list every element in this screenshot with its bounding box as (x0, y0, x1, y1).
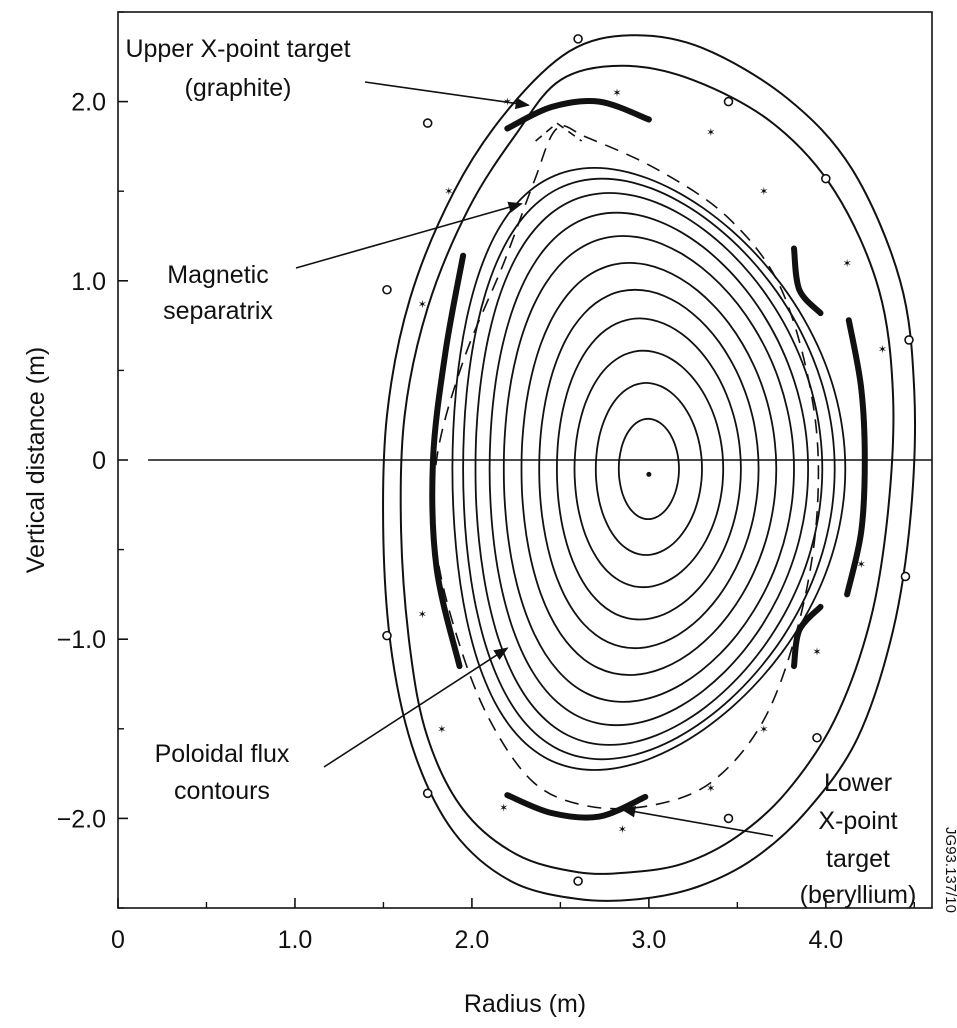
flux-contour-line (555, 317, 742, 621)
annotation-label: (graphite) (185, 74, 292, 102)
y-tick-label: 2.0 (71, 89, 106, 117)
flux-contour-line (451, 166, 847, 771)
annotation-label: Upper X-point target (125, 35, 350, 63)
annotation-arrow (295, 201, 523, 269)
pickup-coil-marker: ✶ (612, 87, 621, 100)
annotation-label: (beryllium) (800, 881, 917, 909)
y-axis-title: Vertical distance (m) (22, 347, 50, 573)
flux-contour-line (520, 261, 778, 676)
annotation-label: contours (174, 777, 270, 805)
pickup-coil-marker: ✶ (444, 185, 453, 198)
wall-probe-marker (821, 173, 831, 184)
pickup-coil-marker: ✶ (857, 558, 866, 571)
flux-contour-line (538, 288, 760, 650)
vessel-walls: ✶✶✶✶✶✶✶✶✶✶✶✶✶✶✶✶ (382, 34, 917, 902)
pickup-coil-marker: ✶ (618, 823, 627, 836)
figure-reference-code: JG93.137/10 (942, 827, 957, 913)
wall-probe-marker (573, 34, 583, 44)
pickup-coil-marker: ✶ (706, 126, 715, 139)
x-point-legs (535, 122, 583, 142)
flux-contour-line (594, 381, 703, 556)
wall-probe-marker (723, 96, 734, 107)
flux-contour-line (573, 349, 725, 589)
annotation-label: Lower (824, 769, 892, 797)
flux-contour-line (474, 192, 824, 746)
x-tick-label: 2.0 (455, 926, 490, 954)
magnetic-axis-marker (646, 471, 652, 477)
wall-probe-marker (422, 118, 433, 128)
vessel-outer-wall (382, 34, 917, 902)
wall-probe-marker (904, 335, 914, 345)
annotation-arrow (364, 81, 530, 110)
outer-lower-tile (791, 603, 824, 670)
pickup-coil-marker: ✶ (812, 646, 821, 659)
flux-contour-line (462, 177, 836, 761)
y-tick-label: −2.0 (57, 805, 106, 833)
pickup-coil-marker: ✶ (418, 298, 427, 311)
wall-probe-marker (812, 732, 822, 743)
wall-probe-marker (723, 813, 734, 824)
pickup-coil-marker: ✶ (759, 185, 768, 198)
y-tick-label: −1.0 (57, 626, 106, 654)
pickup-coil-marker: ✶ (759, 723, 768, 736)
annotation-label: X-point (818, 807, 897, 835)
y-tick-label: 0 (92, 447, 106, 475)
axes: 0 1.0 2.0 3.0 4.0 2.0 1.0 0 −1.0 −2.0 Radius (m) Ve… (22, 11, 957, 1018)
annotation-label: Magnetic (167, 261, 268, 289)
x-tick-label: 0 (111, 926, 125, 954)
annotation-label: Poloidal flux (155, 740, 290, 768)
pickup-coil-marker: ✶ (437, 723, 446, 736)
annotation-label: target (826, 845, 890, 873)
pickup-coil-marker: ✶ (499, 802, 508, 815)
flux-contour-line (617, 417, 680, 521)
annotation-arrow (620, 806, 774, 837)
pickup-coil-marker: ✶ (878, 343, 887, 356)
upper-target (504, 97, 652, 132)
x-tick-label: 4.0 (808, 926, 843, 954)
wall-probe-marker (900, 571, 911, 582)
x-tick-label: 3.0 (631, 926, 666, 954)
wall-probe-marker (382, 284, 392, 295)
annotations: Upper X-point target (graphite) Magnetic se… (125, 35, 916, 909)
flux-contour-line (502, 235, 795, 703)
wall-probe-marker (422, 788, 433, 799)
outer-limiter (844, 317, 868, 598)
outer-upper-tile (791, 245, 824, 317)
y-tick-label: 1.0 (71, 268, 106, 296)
wall-probe-marker (382, 630, 392, 641)
annotation-label: separatrix (163, 297, 273, 325)
pickup-coil-marker: ✶ (842, 257, 851, 270)
lower-target (504, 792, 649, 821)
separatrix-line (432, 124, 820, 810)
wall-probe-marker (573, 876, 583, 886)
x-axis-title: Radius (m) (464, 990, 586, 1018)
pickup-coil-marker: ✶ (418, 608, 427, 621)
vessel-inner-wall (399, 64, 895, 875)
flux-contour-line (488, 211, 810, 727)
x-tick-label: 1.0 (278, 926, 313, 954)
flux-contours (432, 122, 847, 810)
annotation-arrow (323, 647, 509, 768)
pickup-coil-marker: ✶ (706, 782, 715, 795)
